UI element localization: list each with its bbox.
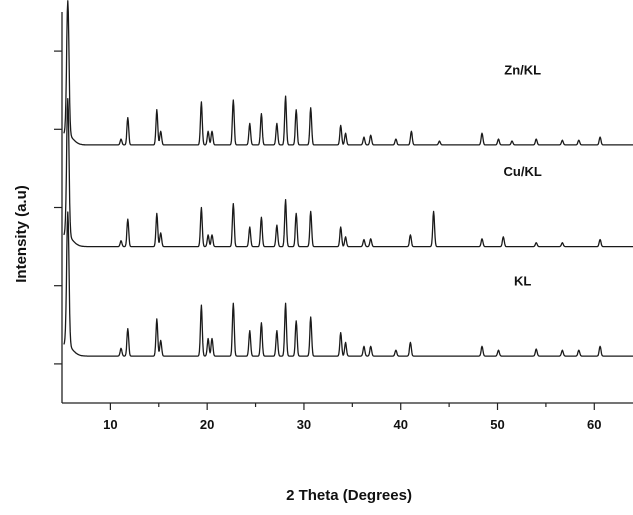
series-line (63, 97, 633, 248)
x-axis-title: 2 Theta (Degrees) (286, 487, 412, 504)
x-tick-label: 60 (587, 417, 601, 432)
x-tick-label: 10 (103, 417, 117, 432)
x-tick-label: 50 (490, 417, 504, 432)
series-line (63, 211, 633, 357)
series-line (63, 0, 633, 146)
series-label: Zn/KL (504, 63, 541, 78)
y-axis-title: Intensity (a.u) (13, 185, 30, 283)
x-tick-label: 40 (393, 417, 407, 432)
series-layer (63, 0, 633, 357)
series-label: KL (514, 274, 531, 289)
series-label: Cu/KL (504, 164, 542, 179)
x-tick-label: 30 (297, 417, 311, 432)
x-tick-label: 20 (200, 417, 214, 432)
labels-layer: Zn/KL Cu/KL KL (504, 63, 542, 289)
axes-layer: 10 20 30 40 50 60 (54, 12, 633, 432)
